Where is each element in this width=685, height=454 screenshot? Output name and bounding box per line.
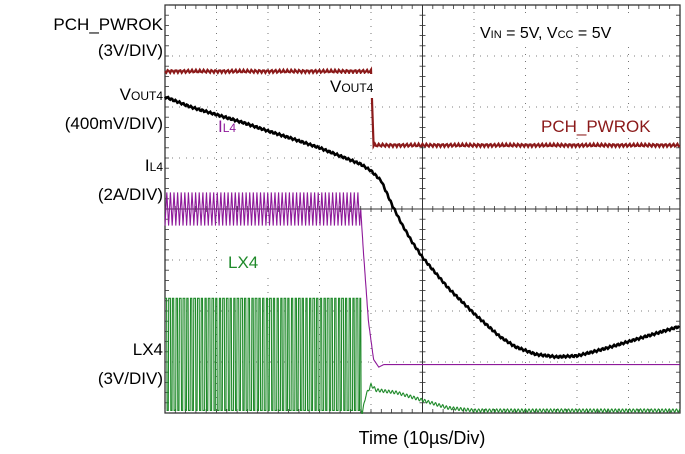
pwrok-channel-name: PCH_PWROK — [53, 15, 163, 34]
vout4-trace — [163, 95, 681, 360]
pwrok-trace-label: PCH_PWROK — [541, 117, 651, 136]
lx4-trace — [165, 297, 681, 415]
lx-channel-name: LX4 — [133, 340, 163, 359]
il4-trace — [164, 192, 680, 368]
x-axis-label: Time (10µs/Div) — [359, 428, 486, 448]
lx-trace-label-bg — [224, 250, 270, 274]
channel-labels: PCH_PWROK (3V/DIV) VOUT4 (400mV/DIV) IL4… — [53, 15, 163, 388]
pwrok-channel-scale: (3V/DIV) — [98, 41, 163, 60]
vout-trace-label-bg — [326, 74, 392, 98]
il-trace-label: IL4 — [218, 117, 236, 136]
il-channel-name: IL4 — [145, 156, 163, 175]
pch-pwrok-trace — [164, 66, 681, 150]
lx-trace-label: LX4 — [228, 253, 258, 272]
conditions-label: VIN = 5V, VCC = 5V — [480, 25, 612, 42]
vout-trace-label: VOUT4 — [330, 77, 374, 96]
pwrok-trace-label-bg — [536, 114, 666, 138]
conditions-label-bg — [476, 18, 672, 44]
il-channel-scale: (2A/DIV) — [98, 185, 163, 204]
traces — [163, 66, 681, 415]
vout-channel-scale: (400mV/DIV) — [65, 114, 163, 133]
lx-channel-scale: (3V/DIV) — [98, 369, 163, 388]
vout-channel-name: VOUT4 — [120, 85, 164, 104]
